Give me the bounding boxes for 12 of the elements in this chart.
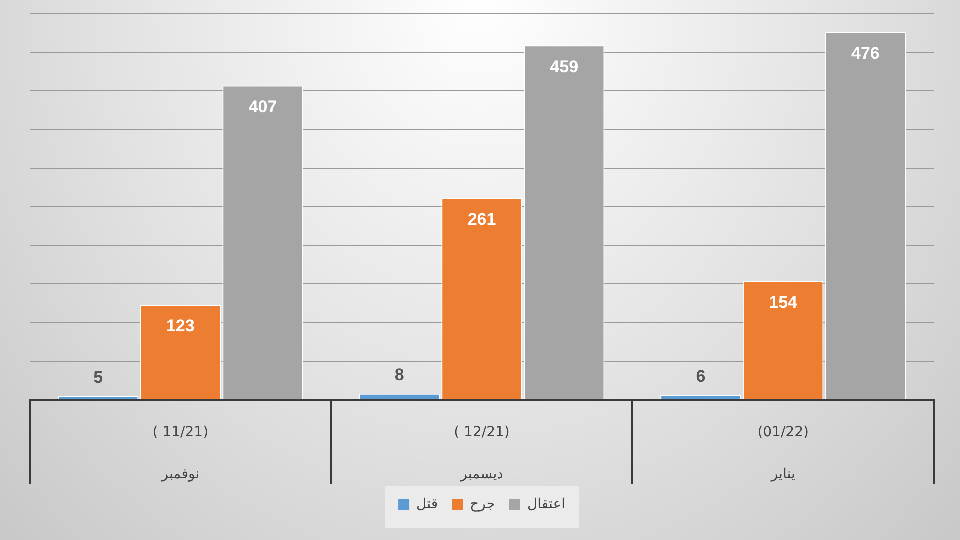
legend-label: جرح — [470, 496, 496, 513]
data-label: 6 — [696, 367, 706, 386]
data-label: 459 — [550, 57, 579, 76]
data-label: 123 — [166, 316, 195, 336]
data-label: 154 — [769, 292, 798, 312]
data-label: 407 — [248, 97, 278, 116]
data-label: 5 — [94, 368, 104, 387]
data-label: 8 — [394, 366, 404, 385]
legend-label: اعتقال — [527, 496, 566, 513]
data-label: 476 — [852, 44, 880, 64]
data-label: 261 — [468, 210, 496, 230]
legend-label: قتل — [416, 496, 438, 513]
